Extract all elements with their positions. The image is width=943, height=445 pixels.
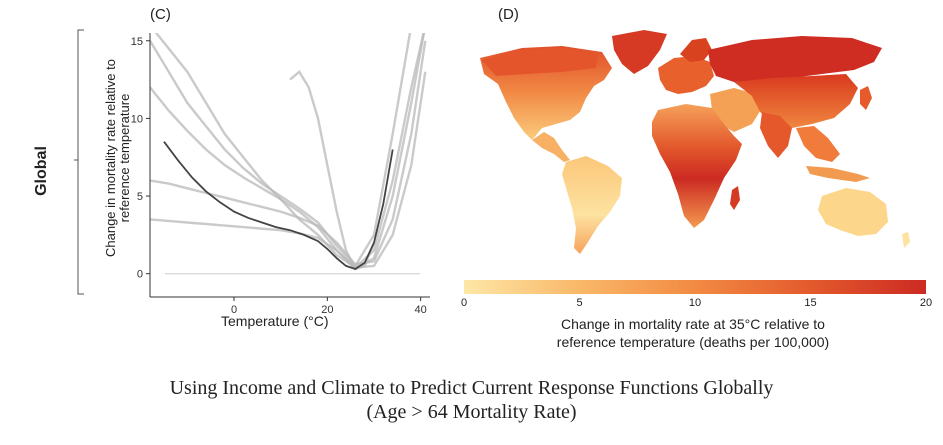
map-region-greenland [612, 30, 667, 74]
panel-c-y-tick-label: 10 [131, 113, 143, 125]
map-region-europe [658, 56, 714, 94]
colorbar-tick-label: 0 [460, 297, 468, 309]
map-region-middle-east [710, 88, 762, 132]
panel-c-mean-response-line [163, 141, 394, 270]
panel-c-response-chart: 0 5 10 15 0 20 40 [131, 33, 430, 316]
map-region-scandinavia [680, 38, 712, 62]
caption-line2: (Age > 64 Mortality Rate) [366, 401, 577, 423]
colorbar-title-line1: Change in mortality rate at 35°C relativ… [561, 316, 825, 332]
world-map [480, 30, 910, 254]
map-region-central-america [532, 132, 570, 162]
panel-c-x-tick-label: 0 [231, 304, 237, 316]
panel-c-individual-response-line [150, 33, 426, 271]
panel-c-individual-response-line [150, 40, 427, 266]
colorbar-title: Change in mortality rate at 35°C relativ… [433, 315, 943, 351]
panel-c-x-axis-label: Temperature (°C) [221, 313, 329, 329]
map-region-new-zealand [902, 232, 910, 248]
map-region-madagascar [730, 186, 740, 210]
panel-c-y-tick-label: 0 [137, 269, 143, 281]
panel-c-individual-response-line [150, 71, 427, 269]
panel-c-y-tick-label: 15 [131, 36, 143, 48]
panel-c-x-tick-label: 20 [321, 304, 333, 316]
map-region-south-asia [760, 112, 792, 158]
panel-c-individual-response-line [154, 33, 425, 270]
map-region-russia [708, 36, 882, 82]
panel-label-d: (D) [498, 6, 519, 23]
colorbar-tick-label: 15 [804, 297, 817, 309]
map-region-japan [860, 86, 872, 110]
map-region-indonesia [806, 166, 870, 182]
panel-label-c: (C) [150, 6, 171, 23]
colorbar-gradient [464, 280, 926, 294]
colorbar-tick-label: 5 [576, 297, 583, 309]
map-region-southeast-asia [796, 126, 840, 162]
colorbar-tick-label: 10 [688, 297, 702, 309]
caption-line1: Using Income and Climate to Predict Curr… [169, 377, 774, 399]
panel-c-individual-response-line [289, 69, 376, 271]
panel-c-x-tick-label: 40 [415, 304, 427, 316]
panel-c-plot-area [150, 33, 427, 271]
panel-c-y-tick-label: 5 [137, 191, 143, 203]
colorbar-tick-label: 20 [919, 297, 933, 309]
map-region-canada-north [482, 48, 598, 76]
figure-caption: Using Income and Climate to Predict Curr… [0, 376, 943, 424]
panel-c-individual-response-line [150, 33, 412, 268]
map-region-south-america [562, 156, 622, 254]
row-bracket [74, 29, 84, 295]
colorbar [464, 280, 926, 294]
map-region-australia [818, 188, 888, 236]
map-region-africa [652, 104, 742, 228]
colorbar-title-line2: reference temperature (deaths per 100,00… [556, 334, 830, 350]
